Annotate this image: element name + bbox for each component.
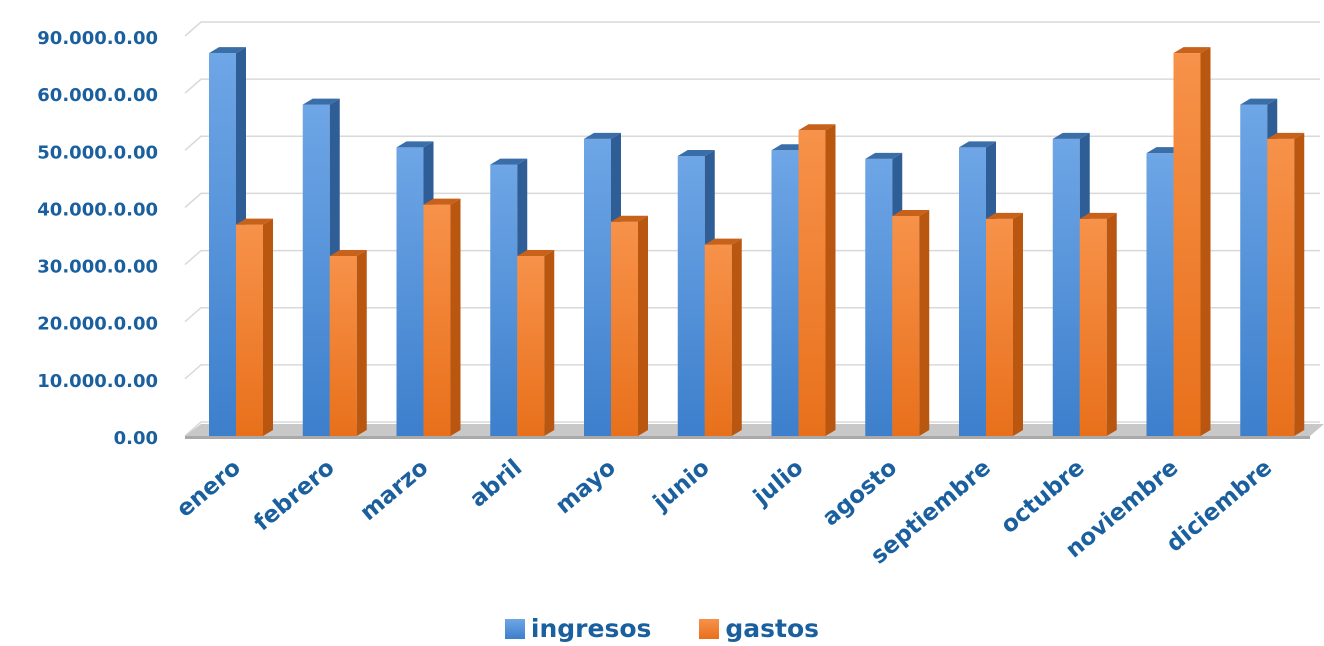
bar-top-ingresos-enero xyxy=(209,47,246,54)
y-tick-label: 0.00 xyxy=(114,428,158,449)
bar-top-ingresos-abril xyxy=(490,158,528,165)
bar-side-gastos-junio xyxy=(731,238,742,436)
bar-side-gastos-enero xyxy=(263,218,273,436)
bar-side-gastos-febrero xyxy=(356,250,367,436)
bar-chart: 0.00 10.000.0.00 20.000.0.00 30.000.0.00 40.… xyxy=(37,21,1324,570)
y-tick-label: 40.000.0.00 xyxy=(37,199,158,220)
x-tick-label-abril: abril xyxy=(465,455,527,513)
gridline xyxy=(184,421,1320,437)
bar-ingresos-febrero xyxy=(302,104,330,437)
x-tick-label-febrero: febrero xyxy=(249,455,339,537)
chart-floor xyxy=(185,424,1324,439)
bar-ingresos-marzo xyxy=(396,147,424,436)
x-tick-label-octubre: octubre xyxy=(996,455,1089,539)
bars xyxy=(209,47,1305,437)
gridlines xyxy=(184,21,1320,437)
bar-gastos-abril xyxy=(517,256,545,436)
bar-top-ingresos-septiembre xyxy=(959,141,996,148)
y-tick-label: 60.000.0.00 xyxy=(37,85,158,106)
gridline xyxy=(184,249,1320,266)
bar-top-ingresos-octubre xyxy=(1052,132,1090,139)
floor-top xyxy=(185,424,1324,436)
y-tick-label: 50.000.0.00 xyxy=(37,142,158,163)
x-tick-label-marzo: marzo xyxy=(355,455,433,526)
bar-top-ingresos-mayo xyxy=(584,132,621,139)
x-tick-label-mayo: mayo xyxy=(551,455,621,520)
bar-gastos-noviembre xyxy=(1173,53,1201,437)
bar-top-gastos-junio xyxy=(704,238,742,245)
y-tick-label: 10.000.0.00 xyxy=(37,371,158,392)
gridline xyxy=(184,192,1320,208)
bar-ingresos-mayo xyxy=(584,138,611,436)
floor-edge xyxy=(185,436,1310,439)
legend-label-gastos: gastos xyxy=(725,614,820,643)
gridline xyxy=(184,364,1320,380)
bar-side-gastos-abril xyxy=(544,250,555,436)
bar-top-gastos-febrero xyxy=(329,250,367,256)
bar-top-gastos-octubre xyxy=(1079,212,1117,219)
bar-top-ingresos-junio xyxy=(677,150,715,156)
bar-top-gastos-marzo xyxy=(423,198,461,205)
bar-gastos-octubre xyxy=(1079,218,1107,436)
bar-top-gastos-enero xyxy=(236,218,273,225)
bar-gastos-diciembre xyxy=(1267,138,1295,436)
bar-gastos-agosto xyxy=(892,216,920,436)
bar-top-ingresos-febrero xyxy=(302,98,340,105)
bar-ingresos-julio xyxy=(771,150,799,437)
bar-gastos-marzo xyxy=(423,204,451,436)
bar-side-gastos-diciembre xyxy=(1294,132,1305,436)
bar-gastos-julio xyxy=(798,130,826,437)
gridline xyxy=(184,78,1320,94)
bar-gastos-febrero xyxy=(329,256,357,436)
bar-top-gastos-septiembre xyxy=(986,212,1023,219)
y-tick-label: 30.000.0.00 xyxy=(37,257,158,278)
bar-top-gastos-noviembre xyxy=(1173,47,1211,54)
bar-gastos-septiembre xyxy=(986,218,1013,436)
bar-gastos-junio xyxy=(704,244,732,436)
bar-side-gastos-octubre xyxy=(1106,212,1117,436)
legend: ingresos gastos xyxy=(0,614,1324,643)
bar-top-gastos-agosto xyxy=(892,210,930,216)
y-tick-label: 20.000.0.00 xyxy=(37,314,158,335)
legend-item-gastos: gastos xyxy=(699,614,819,643)
bar-ingresos-junio xyxy=(677,156,705,436)
bar-top-ingresos-diciembre xyxy=(1240,98,1278,105)
bar-gastos-enero xyxy=(236,224,263,436)
bar-side-gastos-septiembre xyxy=(1013,212,1023,436)
bar-ingresos-abril xyxy=(490,164,518,437)
legend-label-ingresos: ingresos xyxy=(530,614,652,643)
bar-ingresos-noviembre xyxy=(1146,153,1174,436)
y-tick-label: 90.000.0.00 xyxy=(37,28,158,49)
bar-top-ingresos-agosto xyxy=(865,152,903,159)
bar-side-gastos-marzo xyxy=(450,198,461,436)
bar-ingresos-enero xyxy=(209,53,236,437)
bar-ingresos-diciembre xyxy=(1240,104,1268,437)
bar-top-gastos-diciembre xyxy=(1267,132,1305,139)
x-tick-label-enero: enero xyxy=(172,455,246,523)
x-tick-label-julio: julio xyxy=(748,455,808,511)
gridline xyxy=(184,306,1320,323)
bar-ingresos-septiembre xyxy=(959,147,986,436)
y-axis-tick-labels: 0.00 10.000.0.00 20.000.0.00 30.000.0.00 40.… xyxy=(37,28,158,449)
bar-side-gastos-noviembre xyxy=(1200,47,1211,437)
gridline xyxy=(184,135,1320,151)
bar-side-gastos-julio xyxy=(825,124,836,437)
legend-swatch-ingresos xyxy=(504,618,525,639)
bar-top-gastos-mayo xyxy=(611,215,648,222)
x-tick-label-junio: junio xyxy=(648,455,715,517)
bar-ingresos-octubre xyxy=(1052,138,1080,436)
x-tick-label-agosto: agosto xyxy=(818,455,902,532)
legend-item-ingresos: ingresos xyxy=(504,614,652,643)
bar-top-ingresos-marzo xyxy=(396,141,434,148)
bar-ingresos-agosto xyxy=(865,158,893,436)
bar-side-gastos-agosto xyxy=(919,210,930,436)
x-axis-category-labels: enero febrero marzo abril mayo junio julio agos… xyxy=(172,455,1277,570)
bar-side-gastos-mayo xyxy=(638,215,648,436)
gridline xyxy=(184,21,1320,37)
bar-top-gastos-abril xyxy=(517,250,555,256)
legend-swatch-gastos xyxy=(699,618,720,639)
bar-gastos-mayo xyxy=(611,221,638,436)
bar-top-gastos-julio xyxy=(798,124,836,131)
